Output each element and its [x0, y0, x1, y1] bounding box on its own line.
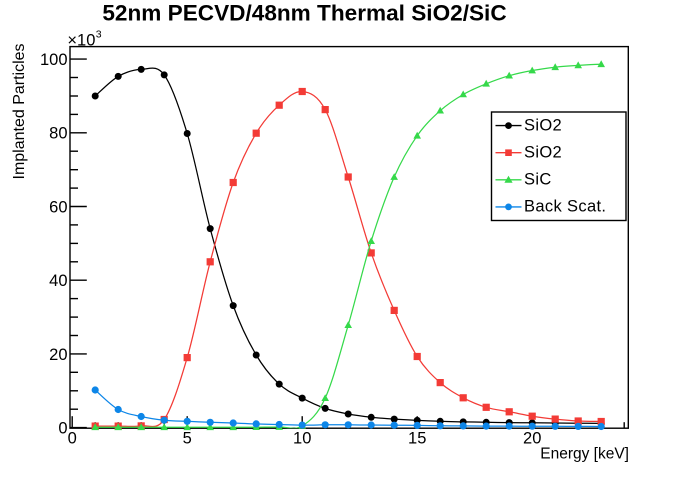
svg-text:52nm PECVD/48nm Thermal SiO2/S: 52nm PECVD/48nm Thermal SiO2/SiC — [102, 0, 506, 25]
svg-text:40: 40 — [49, 272, 67, 290]
svg-text:60: 60 — [49, 198, 67, 216]
svg-text:SiO2: SiO2 — [524, 143, 562, 161]
svg-text:0: 0 — [58, 420, 67, 438]
svg-text:15: 15 — [408, 430, 426, 448]
svg-text:20: 20 — [49, 346, 67, 364]
svg-text:3: 3 — [96, 29, 102, 41]
svg-text:100: 100 — [40, 51, 68, 69]
svg-text:SiO2: SiO2 — [524, 116, 562, 134]
svg-text:Implanted Particles: Implanted Particles — [11, 43, 28, 179]
svg-text:×10: ×10 — [67, 31, 95, 49]
svg-text:Energy [keV]: Energy [keV] — [540, 446, 629, 463]
svg-text:Back Scat.: Back Scat. — [524, 198, 606, 216]
svg-text:10: 10 — [293, 430, 311, 448]
svg-text:SiC: SiC — [524, 171, 552, 189]
svg-text:80: 80 — [49, 125, 67, 143]
svg-text:20: 20 — [523, 430, 541, 448]
svg-text:5: 5 — [183, 430, 192, 448]
svg-text:0: 0 — [68, 430, 77, 448]
